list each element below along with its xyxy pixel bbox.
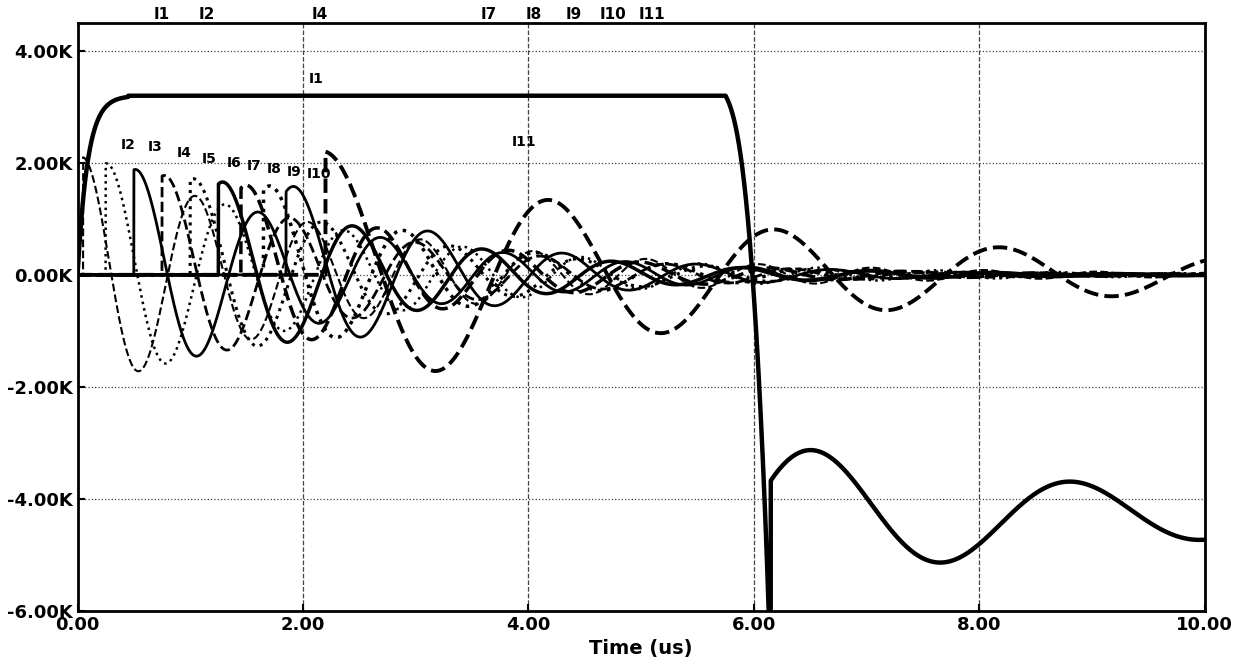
- Text: I1: I1: [154, 7, 170, 22]
- Text: I11: I11: [511, 135, 536, 149]
- Text: I10: I10: [599, 7, 626, 22]
- Text: I4: I4: [311, 7, 329, 22]
- Text: I3: I3: [148, 140, 162, 154]
- Text: I8: I8: [267, 162, 281, 176]
- Text: I4: I4: [177, 146, 192, 160]
- Text: I8: I8: [526, 7, 542, 22]
- Text: I9: I9: [288, 164, 301, 179]
- Text: I5: I5: [202, 152, 217, 166]
- X-axis label: Time (us): Time (us): [589, 639, 693, 658]
- Text: I6: I6: [227, 156, 241, 170]
- Text: I7: I7: [247, 159, 262, 173]
- Text: I9: I9: [565, 7, 582, 22]
- Text: I7: I7: [481, 7, 497, 22]
- Text: I1: I1: [309, 72, 324, 86]
- Text: I2: I2: [198, 7, 216, 22]
- Text: I2: I2: [120, 138, 135, 152]
- Text: I10: I10: [306, 168, 331, 182]
- Text: I11: I11: [639, 7, 666, 22]
